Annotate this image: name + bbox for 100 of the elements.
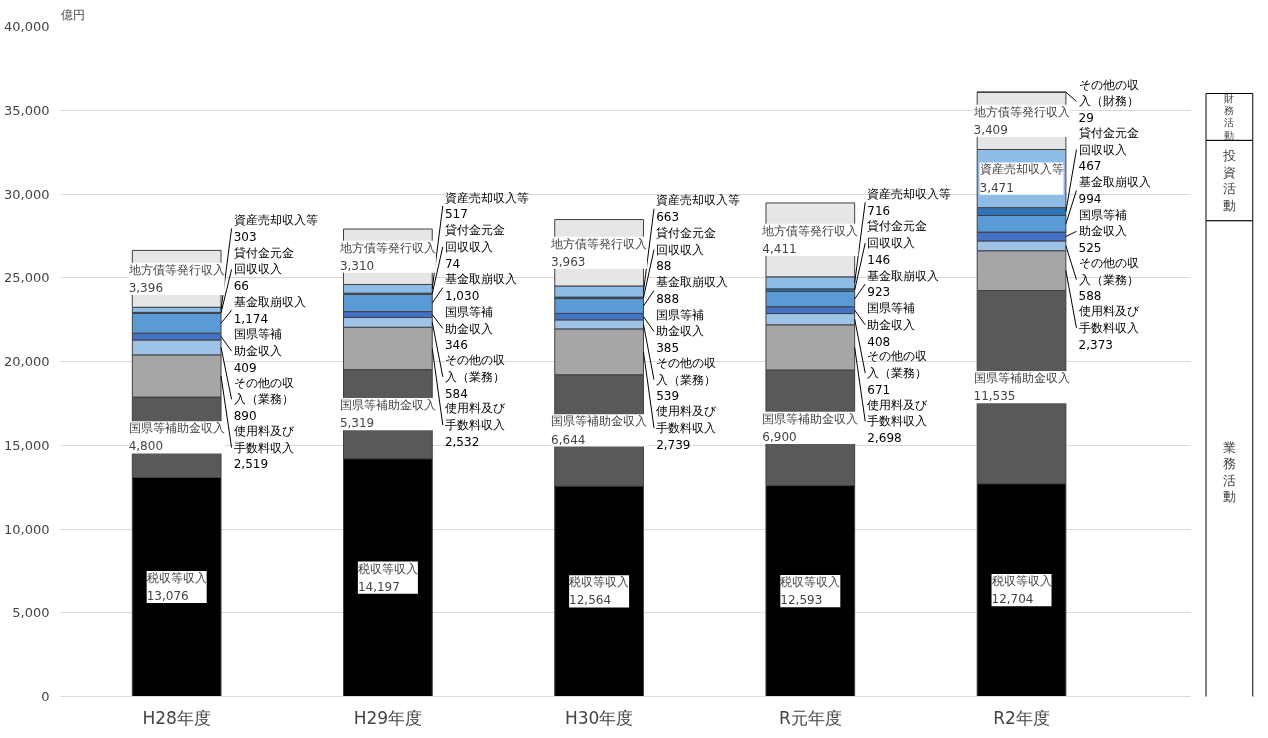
x-tick-label: H30年度 (564, 707, 634, 728)
text: 財務活動 (1224, 93, 1235, 141)
data-label: 3,471 (979, 180, 1014, 195)
series-label: 基金取崩収入 (233, 294, 306, 309)
series-label: その他の収入（業務） (1078, 255, 1139, 287)
x-tick-label: R元年度 (778, 707, 842, 728)
data-label: 408 (867, 334, 891, 349)
series-label: 国県等補助金収入 (339, 398, 436, 413)
text: 地方債等発行収入 (762, 223, 859, 238)
text: 貸付金元金回収収入 (444, 223, 505, 254)
text: 貸付金元金回収収入 (867, 219, 928, 251)
text: 税収等収入 (146, 570, 207, 585)
data-label: 29 (1078, 111, 1094, 126)
text: 国県等補助金収入 (762, 411, 859, 426)
y-tick-label: 0 (41, 689, 50, 704)
data-label: 923 (867, 285, 891, 300)
data-label: 3,396 (128, 280, 164, 295)
data-label: 409 (233, 360, 257, 375)
text: 基金取崩収入 (1078, 175, 1151, 190)
data-label: 14,197 (357, 579, 400, 594)
data-label: 888 (656, 291, 680, 306)
data-label: 525 (1078, 241, 1102, 256)
text: 基金取崩収入 (444, 272, 517, 287)
series-label: 使用料及び手数料収入 (1078, 304, 1140, 335)
data-label: 2,698 (867, 431, 902, 446)
text: 国県等補助金収入 (867, 301, 916, 332)
text: 地方債等発行収入 (128, 262, 225, 277)
x-tick-label: H29年度 (353, 707, 423, 728)
data-label: 66 (233, 279, 249, 294)
text: 国県等補助金収入 (656, 307, 705, 339)
text: 基金取崩収入 (656, 275, 729, 290)
data-label: 5,319 (339, 416, 375, 431)
data-label: 539 (656, 389, 680, 404)
text: 国県等補助金収入 (233, 327, 282, 359)
series-label: 国県等補助金収入 (1078, 207, 1127, 239)
data-label: 716 (867, 203, 891, 218)
data-label: 2,739 (656, 437, 691, 452)
text: 使用料及び手数料収入 (656, 404, 717, 435)
y-tick-label: 35,000 (4, 102, 50, 118)
series-label: その他の収入（財務） (1078, 77, 1139, 109)
text: 使用料及び手数料収入 (867, 397, 928, 429)
data-label: 385 (656, 341, 680, 356)
y-tick-label: 5,000 (12, 605, 50, 621)
text: 貸付金元金回収収入 (233, 245, 294, 277)
data-label: 88 (656, 259, 672, 274)
y-tick-label: 15,000 (4, 437, 50, 453)
data-label: 3,310 (339, 258, 375, 273)
text: 資産売却収入等 (867, 186, 952, 201)
data-label: 4,411 (762, 241, 797, 256)
data-label: 1,030 (444, 289, 480, 304)
text: その他の収入（業務） (444, 352, 505, 384)
data-label: 6,644 (551, 432, 586, 447)
text: 税収等収入 (569, 575, 630, 590)
text: 使用料及び手数料収入 (444, 401, 505, 433)
text: 貸付金元金回収収入 (1078, 125, 1139, 157)
data-label: 74 (444, 256, 461, 271)
x-tick-label: R2年度 (993, 707, 1050, 728)
y-tick-label: 25,000 (4, 270, 50, 286)
text: 国県等補助金収入 (551, 414, 648, 429)
text: 地方債等発行収入 (973, 104, 1070, 119)
data-label: 588 (1078, 289, 1102, 304)
y-tick-label: 10,000 (4, 521, 50, 537)
data-label: 2,519 (233, 457, 269, 472)
data-label: 994 (1078, 191, 1102, 206)
data-label: 663 (656, 210, 680, 225)
text: 投資活動 (1221, 148, 1236, 213)
text: 貸付金元金回収収入 (656, 225, 717, 257)
text: 基金取崩収入 (867, 268, 940, 283)
data-label: 4,800 (128, 439, 164, 454)
text: 国県等補助金収入 (128, 421, 225, 436)
data-label: 12,704 (991, 592, 1034, 607)
y-tick-label: 30,000 (4, 186, 50, 202)
data-label: 346 (444, 338, 468, 353)
data-label: 12,593 (780, 593, 823, 608)
y-tick-label: 20,000 (4, 354, 50, 369)
text: 国県等補助金収入 (973, 371, 1070, 385)
data-label: 1,174 (233, 311, 269, 326)
data-label: 2,373 (1078, 337, 1113, 352)
text: その他の収入（業務） (867, 349, 928, 381)
data-label: 12,564 (569, 593, 612, 608)
text: 資産売却収入等 (656, 193, 741, 208)
text: その他の収入（業務） (233, 375, 294, 407)
data-label: 303 (233, 229, 257, 244)
data-label: 584 (444, 386, 468, 401)
x-tick-label: H28年度 (142, 707, 211, 728)
data-label: 13,076 (146, 589, 189, 604)
data-label: 890 (233, 409, 257, 424)
text: 税収等収入 (357, 561, 418, 576)
data-label: 3,963 (551, 254, 586, 269)
y-tick-label: 40,000 (4, 19, 50, 34)
text: 資産売却収入等 (444, 190, 529, 205)
series-label: 資産売却収入等 (979, 162, 1064, 177)
text: 業務活動 (1222, 439, 1236, 505)
data-label: 6,900 (762, 429, 797, 444)
text: その他の収入（業務） (656, 355, 717, 387)
data-label: 146 (867, 252, 891, 267)
data-label: 11,535 (973, 389, 1016, 404)
data-label: 3,409 (973, 123, 1008, 138)
text: 国県等補助金収入 (444, 304, 493, 336)
series-label: 地方債等発行収入 (338, 240, 436, 255)
